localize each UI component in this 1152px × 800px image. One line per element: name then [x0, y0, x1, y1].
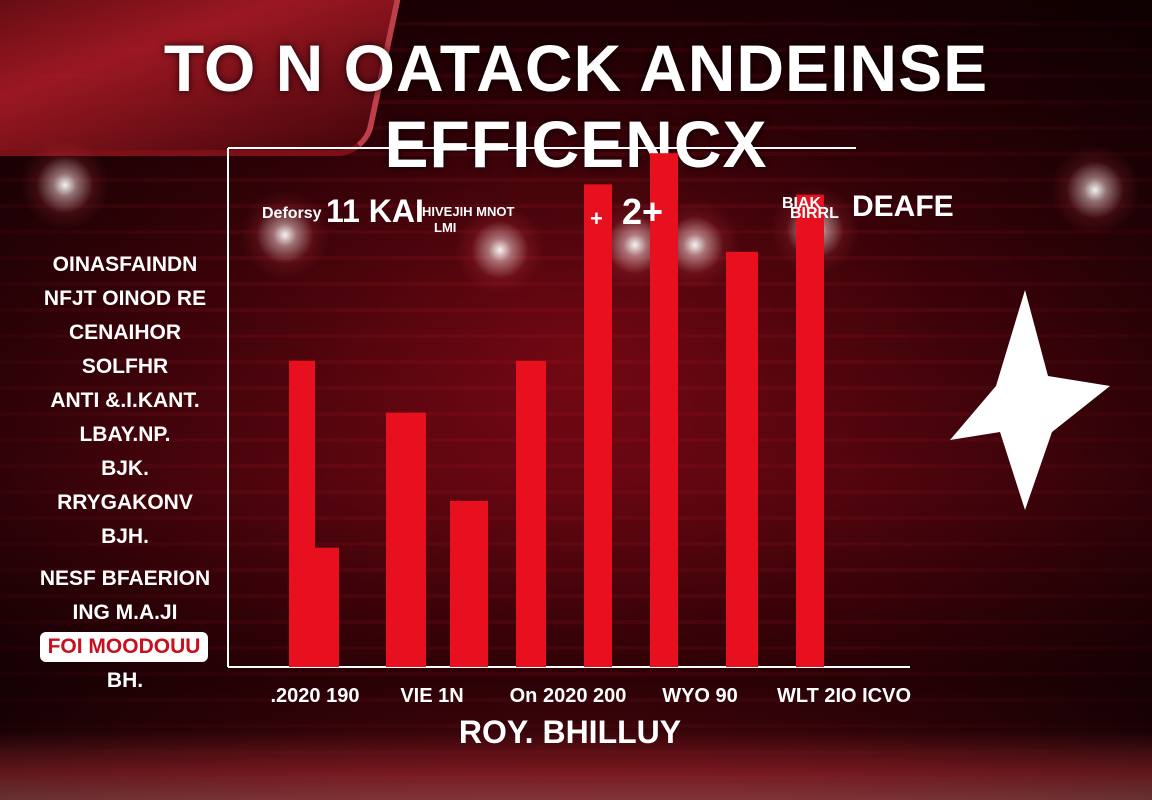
- side-label: RRYGAKONV: [57, 491, 193, 514]
- x-tick-labels: .2020 190 VIE 1N On 2020 200 WYO 90 WLT …: [271, 685, 912, 707]
- side-label: ANTI &.I.KANT.: [50, 389, 200, 412]
- side-label: CENAIHOR: [68, 321, 181, 344]
- annotation: BIAK: [782, 195, 822, 212]
- side-label-list: OINASFAINDN NFJT OINOD RE CENAIHOR SOLFH…: [30, 248, 220, 698]
- bar: [386, 412, 426, 667]
- bar-series: [289, 153, 824, 668]
- x-tick-label: .2020 190: [271, 685, 360, 707]
- chart-annotations: Deforsy 11 KAI HIVEJIH MNOT LMI + 2+ BIA…: [262, 190, 954, 235]
- annotation: DEAFE: [852, 190, 954, 223]
- annotation: HIVEJIH MNOT: [422, 204, 515, 219]
- chart-title: TO N OATACK ANDEINSE EFFICENCX: [163, 31, 989, 181]
- court-floor-glow: [0, 730, 1152, 800]
- arena-light: [20, 140, 110, 230]
- x-axis-title: ROY. BHILLUY: [458, 714, 682, 750]
- side-label: BJH.: [101, 525, 149, 548]
- arena-light: [240, 190, 330, 280]
- star-icon: [950, 290, 1110, 510]
- bar: [726, 251, 758, 668]
- side-label: BH.: [106, 669, 144, 692]
- side-label: NESF BFAERION: [39, 567, 211, 590]
- side-label: OINASFAINDN: [52, 253, 198, 276]
- bar: [650, 153, 678, 667]
- side-label: SOLFHR: [81, 355, 169, 378]
- x-tick-label: WYO 90: [662, 685, 738, 707]
- bar: [584, 184, 612, 667]
- x-tick-label: VIE 1N: [400, 685, 463, 707]
- annotation: +: [590, 206, 603, 231]
- side-label: BJK.: [101, 457, 149, 480]
- side-label: NFJT OINOD RE: [43, 287, 207, 310]
- bar: [516, 360, 546, 667]
- bar: [315, 547, 339, 667]
- annotation: 11 KAI: [326, 193, 424, 229]
- annotation: Deforsy: [262, 205, 322, 222]
- bar: [289, 360, 315, 667]
- x-tick-label: On 2020 200: [510, 685, 627, 707]
- annotation: 2+: [622, 191, 663, 232]
- side-label: ING M.A.JI: [72, 601, 178, 624]
- side-label-highlighted: FOI MOODOUU: [40, 632, 208, 662]
- arena-light: [1050, 145, 1140, 235]
- x-tick-label: WLT 2IO ICVO: [777, 685, 911, 707]
- bar: [450, 500, 488, 667]
- bar: [796, 194, 824, 667]
- side-label: LBAY.NP.: [79, 423, 171, 446]
- annotation: BIRRL: [790, 205, 839, 222]
- arena-light: [455, 205, 545, 295]
- annotation: LMI: [434, 220, 456, 235]
